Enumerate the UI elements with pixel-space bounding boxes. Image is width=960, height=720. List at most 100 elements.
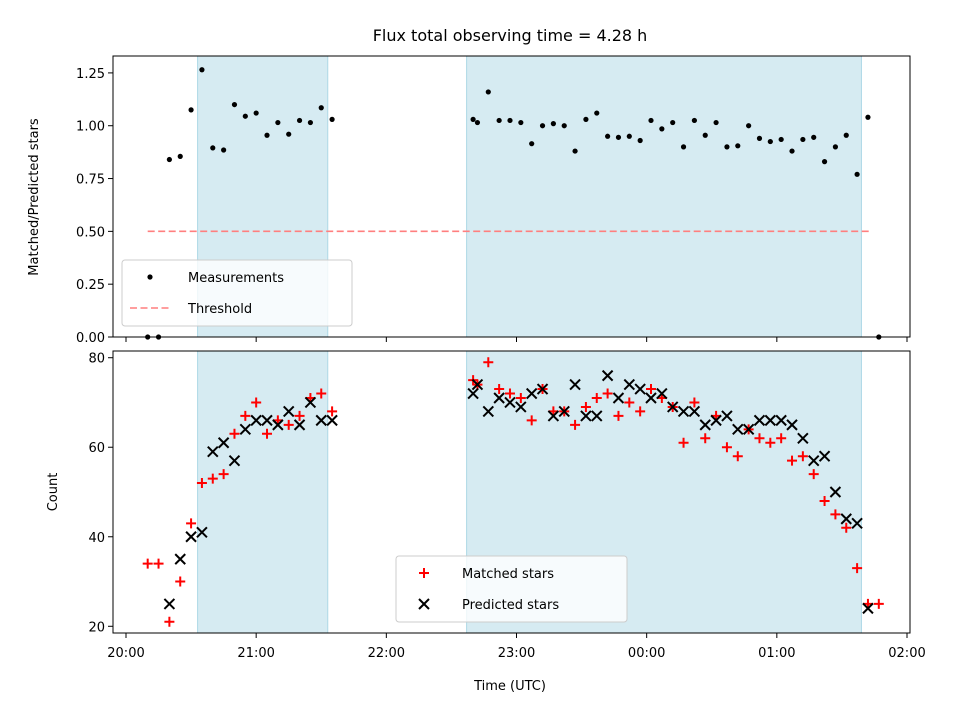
bottom-legend-box [395, 555, 628, 623]
top-y-tick-label: 1.00 [76, 120, 105, 135]
marker-predicted-stars [196, 526, 208, 538]
marker-matched-stars [186, 518, 197, 529]
marker-measurements [264, 132, 270, 138]
bottom-y-axis-label: Count [46, 473, 61, 512]
marker-predicted-stars [239, 423, 252, 436]
marker-predicted-stars [217, 437, 230, 449]
marker-matched-stars [732, 451, 743, 462]
marker-predicted-stars [786, 419, 798, 431]
top-y-tick-label: 0.50 [76, 225, 105, 240]
marker-predicted-stars [851, 517, 863, 530]
marker-matched-stars [164, 616, 175, 627]
marker-matched-stars [570, 419, 581, 430]
marker-matched-stars [624, 397, 635, 408]
marker-predicted-stars [840, 513, 852, 525]
marker-predicted-stars [742, 423, 755, 436]
marker-matched-stars [678, 437, 689, 448]
bottom-panel: 20 40 60 80 20:00 21:00 22:00 23:00 00:00 01:00 02… [88, 350, 926, 661]
marker-matched-stars [580, 401, 591, 412]
marker-measurements [199, 67, 205, 73]
marker-predicted-stars [666, 401, 679, 413]
marker-measurements [637, 137, 643, 144]
marker-predicted-stars [569, 378, 581, 391]
marker-measurements [318, 105, 324, 111]
marker-predicted-stars [293, 419, 306, 431]
marker-matched-stars [797, 451, 808, 462]
marker-predicted-stars [580, 410, 592, 422]
bottom-legend-marker [419, 568, 429, 578]
marker-matched-stars [613, 410, 624, 421]
marker-predicted-stars [591, 410, 603, 422]
top-legend-marker [147, 274, 153, 280]
top-legend-label: Threshold [187, 302, 252, 317]
top-y-tick-label: 0.00 [76, 331, 105, 346]
marker-matched-stars [765, 437, 776, 448]
marker-predicted-stars [228, 454, 241, 467]
marker-measurements [756, 135, 763, 141]
marker-measurements [550, 121, 556, 127]
marker-predicted-stars [471, 378, 484, 391]
marker-matched-stars [504, 388, 515, 399]
marker-measurements [231, 101, 238, 108]
x-axis-label: Time (UTC) [473, 679, 546, 694]
marker-matched-stars [808, 469, 819, 480]
marker-matched-stars [602, 388, 613, 399]
marker-measurements [496, 117, 502, 124]
marker-predicted-stars [558, 405, 570, 418]
marker-measurements [242, 113, 248, 119]
marker-measurements [583, 116, 589, 122]
marker-measurements [778, 136, 784, 143]
marker-predicted-stars [493, 392, 505, 404]
marker-matched-stars [316, 388, 327, 399]
marker-measurements [746, 123, 752, 129]
marker-matched-stars [483, 357, 494, 368]
marker-matched-stars [754, 433, 765, 444]
marker-measurements [529, 141, 535, 147]
marker-measurements [670, 119, 676, 126]
x-tick-label: 22:00 [368, 646, 405, 661]
marker-matched-stars [327, 406, 338, 417]
marker-measurements [735, 143, 741, 149]
marker-measurements [702, 132, 708, 138]
marker-measurements [691, 117, 697, 124]
marker-measurements [659, 126, 665, 132]
marker-predicted-stars [634, 383, 646, 395]
marker-predicted-stars [482, 405, 495, 418]
marker-measurements [470, 116, 476, 122]
marker-predicted-stars [808, 454, 820, 467]
marker-predicted-stars [536, 383, 549, 395]
marker-matched-stars [218, 469, 229, 480]
marker-measurements [626, 133, 632, 139]
marker-measurements [821, 159, 828, 165]
top-y-tick-label: 1.25 [76, 67, 105, 82]
marker-measurements [713, 119, 719, 126]
marker-matched-stars [175, 576, 186, 587]
marker-measurements [680, 144, 687, 150]
x-tick-label: 23:00 [498, 646, 535, 661]
marker-predicted-stars [163, 598, 176, 610]
marker-predicted-stars [525, 387, 538, 400]
bottom-legend-marker [418, 598, 430, 610]
x-tick-label: 20:00 [107, 646, 144, 661]
marker-predicted-stars [688, 405, 701, 418]
marker-predicted-stars [732, 423, 744, 436]
marker-measurements [166, 156, 172, 163]
top-y-tick-label: 0.75 [76, 173, 105, 188]
marker-matched-stars [207, 473, 218, 484]
marker-matched-stars [494, 384, 505, 395]
marker-measurements [307, 119, 314, 126]
marker-predicted-stars [601, 369, 614, 382]
marker-measurements [188, 107, 194, 113]
marker-matched-stars [776, 433, 787, 444]
marker-predicted-stars [677, 405, 690, 418]
marker-measurements [572, 148, 578, 154]
marker-predicted-stars [797, 432, 809, 444]
marker-measurements [286, 131, 292, 137]
top-legend-box [121, 259, 353, 327]
marker-matched-stars [635, 406, 646, 417]
marker-matched-stars [646, 384, 657, 395]
marker-matched-stars [515, 393, 526, 403]
marker-matched-stars [262, 428, 273, 439]
marker-predicted-stars [207, 446, 219, 458]
